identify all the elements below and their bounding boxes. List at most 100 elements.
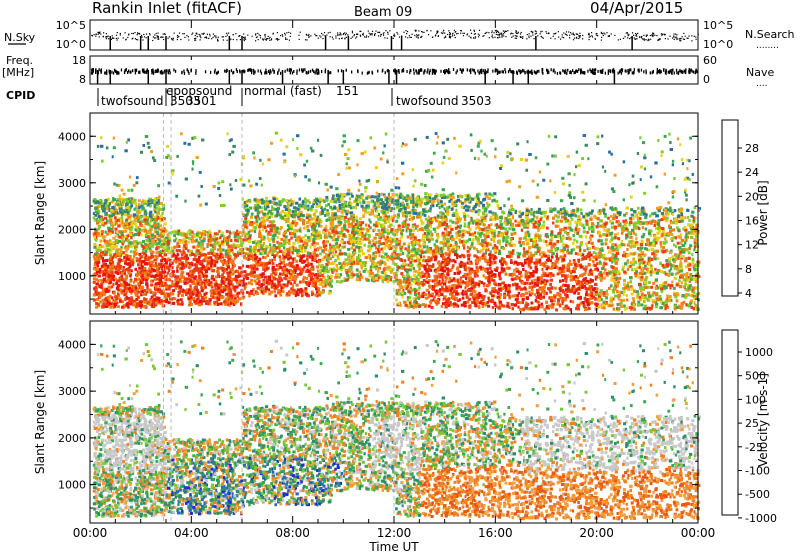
nsky-point — [520, 36, 522, 38]
freq-point — [217, 70, 219, 74]
power-cell — [135, 240, 138, 244]
power-cell — [143, 252, 147, 256]
nsky-right-tick-top: 10^5 — [703, 19, 733, 32]
power-cell — [380, 192, 384, 196]
freq-point — [486, 70, 488, 74]
nsky-point — [414, 29, 416, 31]
power-cell — [369, 265, 373, 269]
power-cell — [149, 210, 153, 214]
power-cell — [250, 278, 254, 282]
power-cell — [158, 253, 162, 257]
nsky-point — [106, 36, 108, 38]
nsky-point — [194, 39, 196, 41]
power-cell — [132, 214, 136, 218]
power-cell — [198, 274, 201, 278]
freq-point — [507, 70, 510, 74]
nsky-point — [284, 32, 286, 34]
freq-point — [302, 68, 304, 72]
nsky-point — [111, 37, 114, 39]
freq-point — [477, 69, 479, 73]
power-cell — [133, 246, 136, 249]
power-cell — [176, 266, 179, 270]
power-cell — [189, 271, 193, 275]
power-cell — [219, 236, 222, 240]
nsky-point — [141, 36, 143, 38]
power-cell — [168, 287, 172, 291]
power-cell — [150, 299, 154, 303]
nsky-point — [589, 35, 591, 38]
power-cell — [286, 292, 289, 296]
power-cell — [309, 238, 312, 242]
freq-point — [651, 71, 653, 75]
nsky-point — [510, 32, 513, 34]
freq-left-tick-top: 18 — [72, 54, 86, 67]
nsky-point — [196, 36, 198, 38]
power-cell — [100, 278, 103, 282]
power-cell — [322, 266, 326, 270]
power-cell — [112, 245, 116, 249]
nsky-point — [359, 34, 361, 36]
freq-point — [548, 70, 550, 74]
power-cell — [305, 270, 308, 273]
power-cell — [244, 252, 248, 256]
power-cell — [288, 261, 292, 265]
freq-point — [130, 70, 132, 74]
nsky-point — [200, 37, 202, 39]
freq-point — [599, 69, 601, 73]
freq-point — [498, 71, 500, 75]
power-cell — [306, 221, 310, 225]
power-cell — [195, 246, 198, 250]
power-cell — [126, 199, 130, 203]
nsky-point — [588, 39, 590, 41]
power-cell — [273, 249, 277, 253]
power-cell — [159, 299, 163, 303]
freq-point — [286, 68, 288, 72]
nsky-point — [128, 33, 130, 35]
power-cell — [303, 249, 307, 253]
nsky-point — [662, 33, 664, 35]
power-cell — [94, 210, 99, 213]
power-cell — [253, 279, 257, 283]
nsky-point — [602, 33, 604, 35]
power-cell — [116, 239, 120, 243]
power-cell — [121, 242, 124, 246]
power-cell — [279, 211, 283, 215]
power-cell — [293, 276, 296, 280]
power-cell — [215, 237, 219, 241]
nsky-point — [512, 35, 514, 37]
freq-point — [330, 71, 332, 75]
power-cell — [100, 230, 105, 233]
power-cell — [222, 271, 225, 275]
power-cell — [186, 233, 189, 237]
power-cell — [237, 297, 241, 301]
freq-point — [580, 71, 582, 75]
freq-point — [594, 68, 596, 72]
freq-point — [559, 71, 561, 75]
power-cell — [127, 267, 131, 271]
power-cell — [263, 235, 266, 239]
power-cell — [330, 222, 335, 226]
nsky-point — [406, 33, 408, 35]
power-cell — [125, 206, 128, 210]
power-cell — [94, 206, 99, 210]
power-cell — [153, 223, 156, 227]
power-cell — [293, 280, 296, 284]
power-cell — [110, 208, 114, 212]
freq-point — [570, 71, 572, 75]
power-cell — [143, 199, 147, 203]
power-cell — [101, 290, 105, 294]
power-cell — [194, 301, 198, 305]
power-cell — [301, 267, 305, 271]
nsky-point — [522, 37, 524, 39]
nsky-point — [460, 32, 462, 34]
power-cell — [121, 236, 124, 240]
power-cell — [124, 297, 128, 301]
nsky-point — [143, 33, 145, 36]
power-cell — [204, 276, 207, 280]
power-cell — [193, 300, 197, 304]
nsky-point — [607, 35, 609, 37]
power-cell — [298, 229, 302, 233]
power-cell — [97, 291, 100, 295]
freq-point — [371, 71, 374, 75]
power-cell — [345, 212, 348, 216]
